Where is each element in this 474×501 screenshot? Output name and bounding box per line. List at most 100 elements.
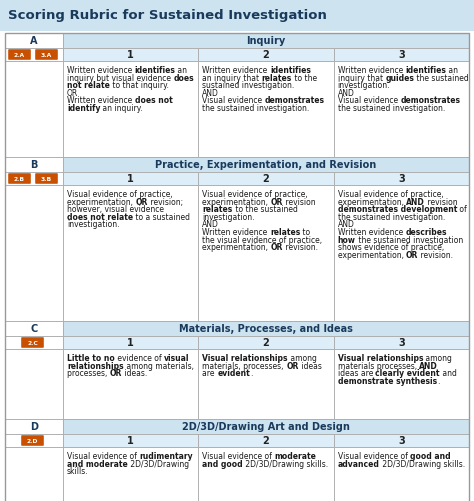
Text: Visual evidence: Visual evidence [202,96,265,105]
FancyBboxPatch shape [21,435,44,446]
Text: does: does [173,74,194,83]
Text: relationships: relationships [67,361,124,370]
Bar [334,336,469,349]
Text: 2.C: 2.C [27,340,38,345]
Text: 2: 2 [263,338,269,348]
Text: demonstrates: demonstrates [400,96,460,105]
Bar [198,186,334,321]
Bar [5,321,63,336]
Text: Visual evidence: Visual evidence [337,96,400,105]
Text: the sustained investigation.: the sustained investigation. [337,212,445,221]
Text: the visual evidence of practice,: the visual evidence of practice, [202,235,322,244]
Bar [5,434,63,447]
Text: C: C [30,324,37,334]
Text: revision: revision [425,197,457,206]
Text: experimentation,: experimentation, [337,197,406,206]
Text: investigation.: investigation. [337,81,390,90]
Text: Written evidence: Written evidence [202,227,270,236]
Text: of: of [457,205,467,214]
Text: Written evidence: Written evidence [67,66,135,75]
Text: 1: 1 [128,174,134,184]
Text: 2: 2 [263,436,269,445]
Bar [5,173,63,186]
Text: Inquiry: Inquiry [246,37,286,47]
Text: Visual evidence of: Visual evidence of [337,451,410,460]
Text: revision.: revision. [419,250,454,260]
Text: relates: relates [262,74,292,83]
Text: 3: 3 [398,51,405,61]
Text: experimentation,: experimentation, [202,197,271,206]
Bar [5,34,63,49]
Text: AND: AND [337,220,355,229]
FancyBboxPatch shape [21,338,44,348]
Bar [198,336,334,349]
Text: .: . [250,368,252,377]
Text: and good: and good [202,459,243,467]
Text: relates: relates [270,227,300,236]
Text: advanced: advanced [337,459,380,467]
Text: not relate: not relate [67,81,110,90]
Text: to that inquiry.: to that inquiry. [110,81,169,90]
Bar [334,447,469,501]
Text: good and: good and [410,451,451,460]
Text: investigation.: investigation. [202,212,255,221]
Text: Visual evidence of practice,: Visual evidence of practice, [337,189,443,198]
Text: skills.: skills. [67,466,89,475]
Text: evidence of: evidence of [115,353,164,362]
Text: 1: 1 [128,51,134,61]
Bar [5,158,63,173]
Bar [63,49,198,62]
Text: Little to no: Little to no [67,353,115,362]
Text: 2.D: 2.D [27,438,38,443]
Text: OR: OR [67,89,78,98]
Text: the sustained investigation.: the sustained investigation. [202,104,310,113]
Text: an: an [175,66,188,75]
Text: inquiry but visual evidence: inquiry but visual evidence [67,74,173,83]
Bar [5,336,63,349]
Text: OR: OR [110,368,122,377]
Text: OR: OR [136,197,148,206]
Bar [5,49,63,62]
Text: clearly evident: clearly evident [375,368,440,377]
Text: Visual evidence of practice,: Visual evidence of practice, [67,189,173,198]
Text: identifies: identifies [405,66,446,75]
Text: demonstrates development: demonstrates development [337,205,457,214]
Text: Practice, Experimentation, and Revision: Practice, Experimentation, and Revision [155,160,377,170]
Text: 2: 2 [263,51,269,61]
Text: and: and [440,368,457,377]
Bar [5,419,63,434]
Text: to the: to the [292,74,317,83]
Text: ideas.: ideas. [122,368,147,377]
Text: evident: evident [217,368,250,377]
Text: experimentation,: experimentation, [67,197,136,206]
Text: 3.A: 3.A [41,53,52,58]
Text: Scoring Rubric for Sustained Investigation: Scoring Rubric for Sustained Investigati… [8,10,327,23]
Bar [5,349,63,419]
Bar [63,321,469,336]
Text: sustained investigation.: sustained investigation. [202,81,294,90]
Text: AND: AND [419,361,438,370]
Text: .: . [437,376,439,385]
Text: A: A [30,37,38,47]
Text: 3.B: 3.B [41,177,52,182]
Text: among: among [288,353,317,362]
Text: revision;: revision; [148,197,183,206]
Text: demonstrates: demonstrates [265,96,325,105]
Bar [334,62,469,158]
Text: AND: AND [202,89,219,98]
Text: identify: identify [67,104,100,113]
Text: Materials, Processes, and Ideas: Materials, Processes, and Ideas [179,324,353,334]
Text: and moderate: and moderate [67,459,128,467]
Text: revision.: revision. [283,242,318,252]
FancyBboxPatch shape [8,50,31,61]
Text: to the sustained: to the sustained [233,205,298,214]
Text: identifies: identifies [270,66,311,75]
Text: 2: 2 [263,174,269,184]
FancyBboxPatch shape [8,174,31,184]
Text: 2D/3D/Drawing: 2D/3D/Drawing [128,459,189,467]
FancyBboxPatch shape [35,174,58,184]
Text: OR: OR [271,197,283,206]
Bar [334,434,469,447]
Text: does not relate: does not relate [67,212,133,221]
Bar [334,173,469,186]
